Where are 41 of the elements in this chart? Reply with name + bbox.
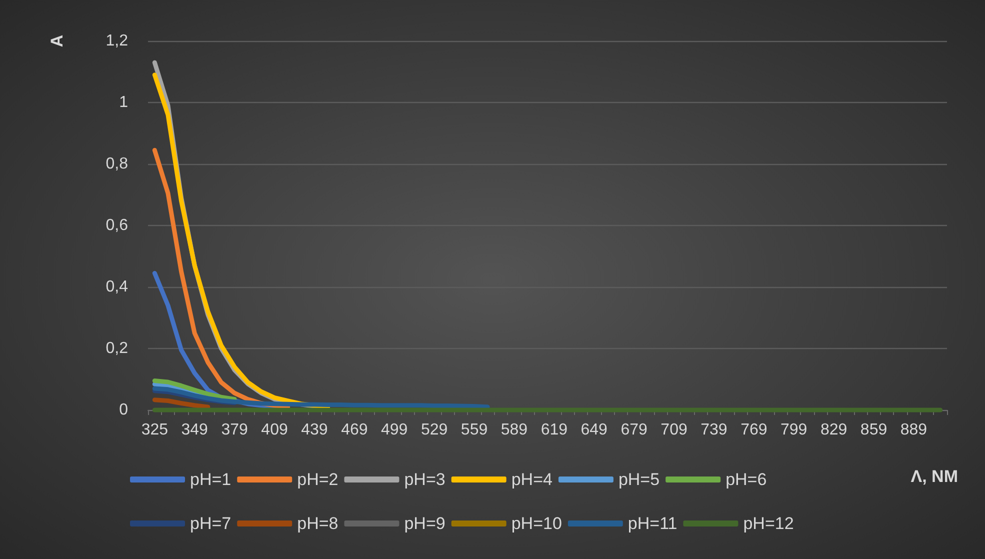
x-tick-label: 619 <box>540 422 568 438</box>
x-tick-label: 439 <box>301 422 328 438</box>
legend-label: pH=9 <box>404 514 446 533</box>
legend-label: pH=10 <box>511 514 562 533</box>
legend-label: pH=7 <box>190 514 232 533</box>
y-tick-label: 0,6 <box>106 217 128 234</box>
y-tick-label: 1,2 <box>106 32 128 50</box>
legend-label: pH=11 <box>628 514 678 533</box>
x-tick-label: 469 <box>341 422 368 438</box>
legend-label: pH=3 <box>404 470 446 489</box>
x-tick-label: 679 <box>620 422 648 438</box>
x-tick-label: 559 <box>460 422 488 438</box>
y-axis-title: A <box>48 34 66 48</box>
x-tick-label: 349 <box>181 422 208 438</box>
legend-label: pH=12 <box>743 514 794 533</box>
legend-label: pH=6 <box>726 470 767 489</box>
x-tick-label: 859 <box>860 422 888 438</box>
y-tick-label: 0 <box>119 402 128 418</box>
x-axis-title: Λ, NM <box>910 467 958 486</box>
legend-label: pH=5 <box>618 470 660 489</box>
legend-label: pH=1 <box>190 470 232 489</box>
x-tick-label: 499 <box>381 422 408 438</box>
y-tick-label: 1 <box>119 94 128 111</box>
x-tick-label: 739 <box>700 422 728 438</box>
x-tick-label: 769 <box>740 422 768 438</box>
x-tick-label: 379 <box>221 422 248 438</box>
legend-label: pH=8 <box>297 514 338 533</box>
x-tick-label: 409 <box>261 422 288 438</box>
x-tick-label: 709 <box>660 422 688 438</box>
y-tick-label: 0,2 <box>106 340 128 357</box>
x-tick-label: 799 <box>780 422 808 438</box>
x-tick-label: 529 <box>420 422 448 438</box>
legend-label: pH=4 <box>511 470 552 489</box>
x-tick-label: 589 <box>500 422 528 438</box>
x-tick-label: 325 <box>141 422 168 438</box>
x-tick-label: 889 <box>900 422 928 438</box>
x-tick-label: 649 <box>580 422 608 438</box>
legend-label: pH=2 <box>297 470 338 489</box>
y-tick-label: 0,4 <box>106 278 128 296</box>
y-tick-label: 0,8 <box>106 156 128 172</box>
x-tick-label: 829 <box>820 422 848 438</box>
